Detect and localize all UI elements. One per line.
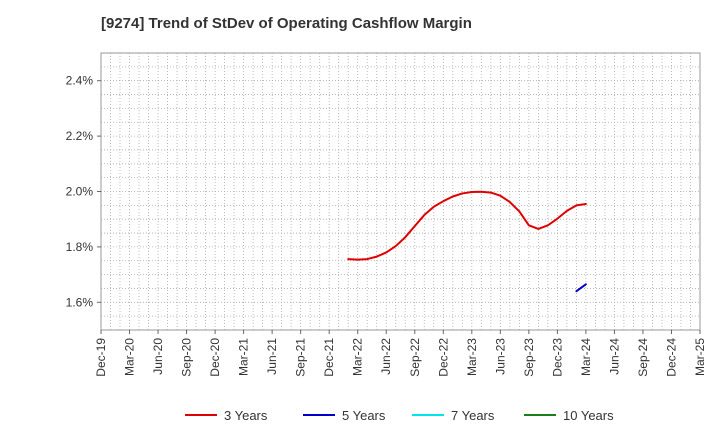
plot-area (100, 52, 701, 331)
x-tick-label: Dec-19 (94, 338, 108, 377)
x-tick-label: Jun-20 (151, 338, 165, 375)
y-tick-label: 2.4% (66, 74, 94, 88)
x-tick-label: Jun-22 (379, 338, 393, 375)
legend-label: 10 Years (563, 408, 614, 423)
x-tick-label: Dec-22 (436, 338, 450, 377)
legend-label: 7 Years (451, 408, 495, 423)
chart-title: [9274] Trend of StDev of Operating Cashf… (101, 15, 472, 32)
x-tick-label: Sep-24 (636, 338, 650, 377)
x-axis: Dec-19 Mar-20 Jun-20 Sep-20 Dec-20 Mar-21 Jun-… (94, 330, 707, 377)
x-tick-label: Jun-24 (607, 338, 621, 375)
grid-lines (101, 53, 700, 330)
series-line-3-years (347, 190, 587, 261)
x-tick-label: Dec-21 (322, 338, 336, 377)
series-line-5-years (575, 283, 587, 293)
x-tick-label: Sep-21 (294, 338, 308, 377)
x-tick-label: Dec-24 (664, 338, 678, 377)
x-tick-label: Mar-25 (693, 338, 707, 376)
x-tick-label: Jun-23 (493, 338, 507, 375)
legend-label: 5 Years (342, 408, 386, 423)
series-lines (347, 190, 587, 293)
legend: 3 Years 5 Years 7 Years 10 Years (185, 408, 614, 423)
y-tick-label: 1.8% (66, 240, 94, 254)
x-tick-label: Sep-22 (408, 338, 422, 377)
x-tick-label: Jun-21 (265, 338, 279, 375)
x-tick-label: Dec-23 (550, 338, 564, 377)
y-axis: 1.6% 1.8% 2.0% 2.2% 2.4% (66, 74, 101, 309)
x-tick-label: Mar-22 (351, 338, 365, 376)
x-tick-label: Mar-23 (465, 338, 479, 376)
y-tick-label: 2.0% (66, 185, 94, 199)
y-tick-label: 1.6% (66, 295, 94, 309)
x-tick-label: Mar-21 (237, 338, 251, 376)
x-tick-label: Mar-24 (579, 338, 593, 376)
x-tick-label: Dec-20 (208, 338, 222, 377)
x-tick-label: Sep-20 (180, 338, 194, 377)
x-tick-label: Sep-23 (522, 338, 536, 377)
legend-label: 3 Years (224, 408, 268, 423)
x-tick-label: Mar-20 (123, 338, 137, 376)
y-tick-label: 2.2% (66, 129, 94, 143)
